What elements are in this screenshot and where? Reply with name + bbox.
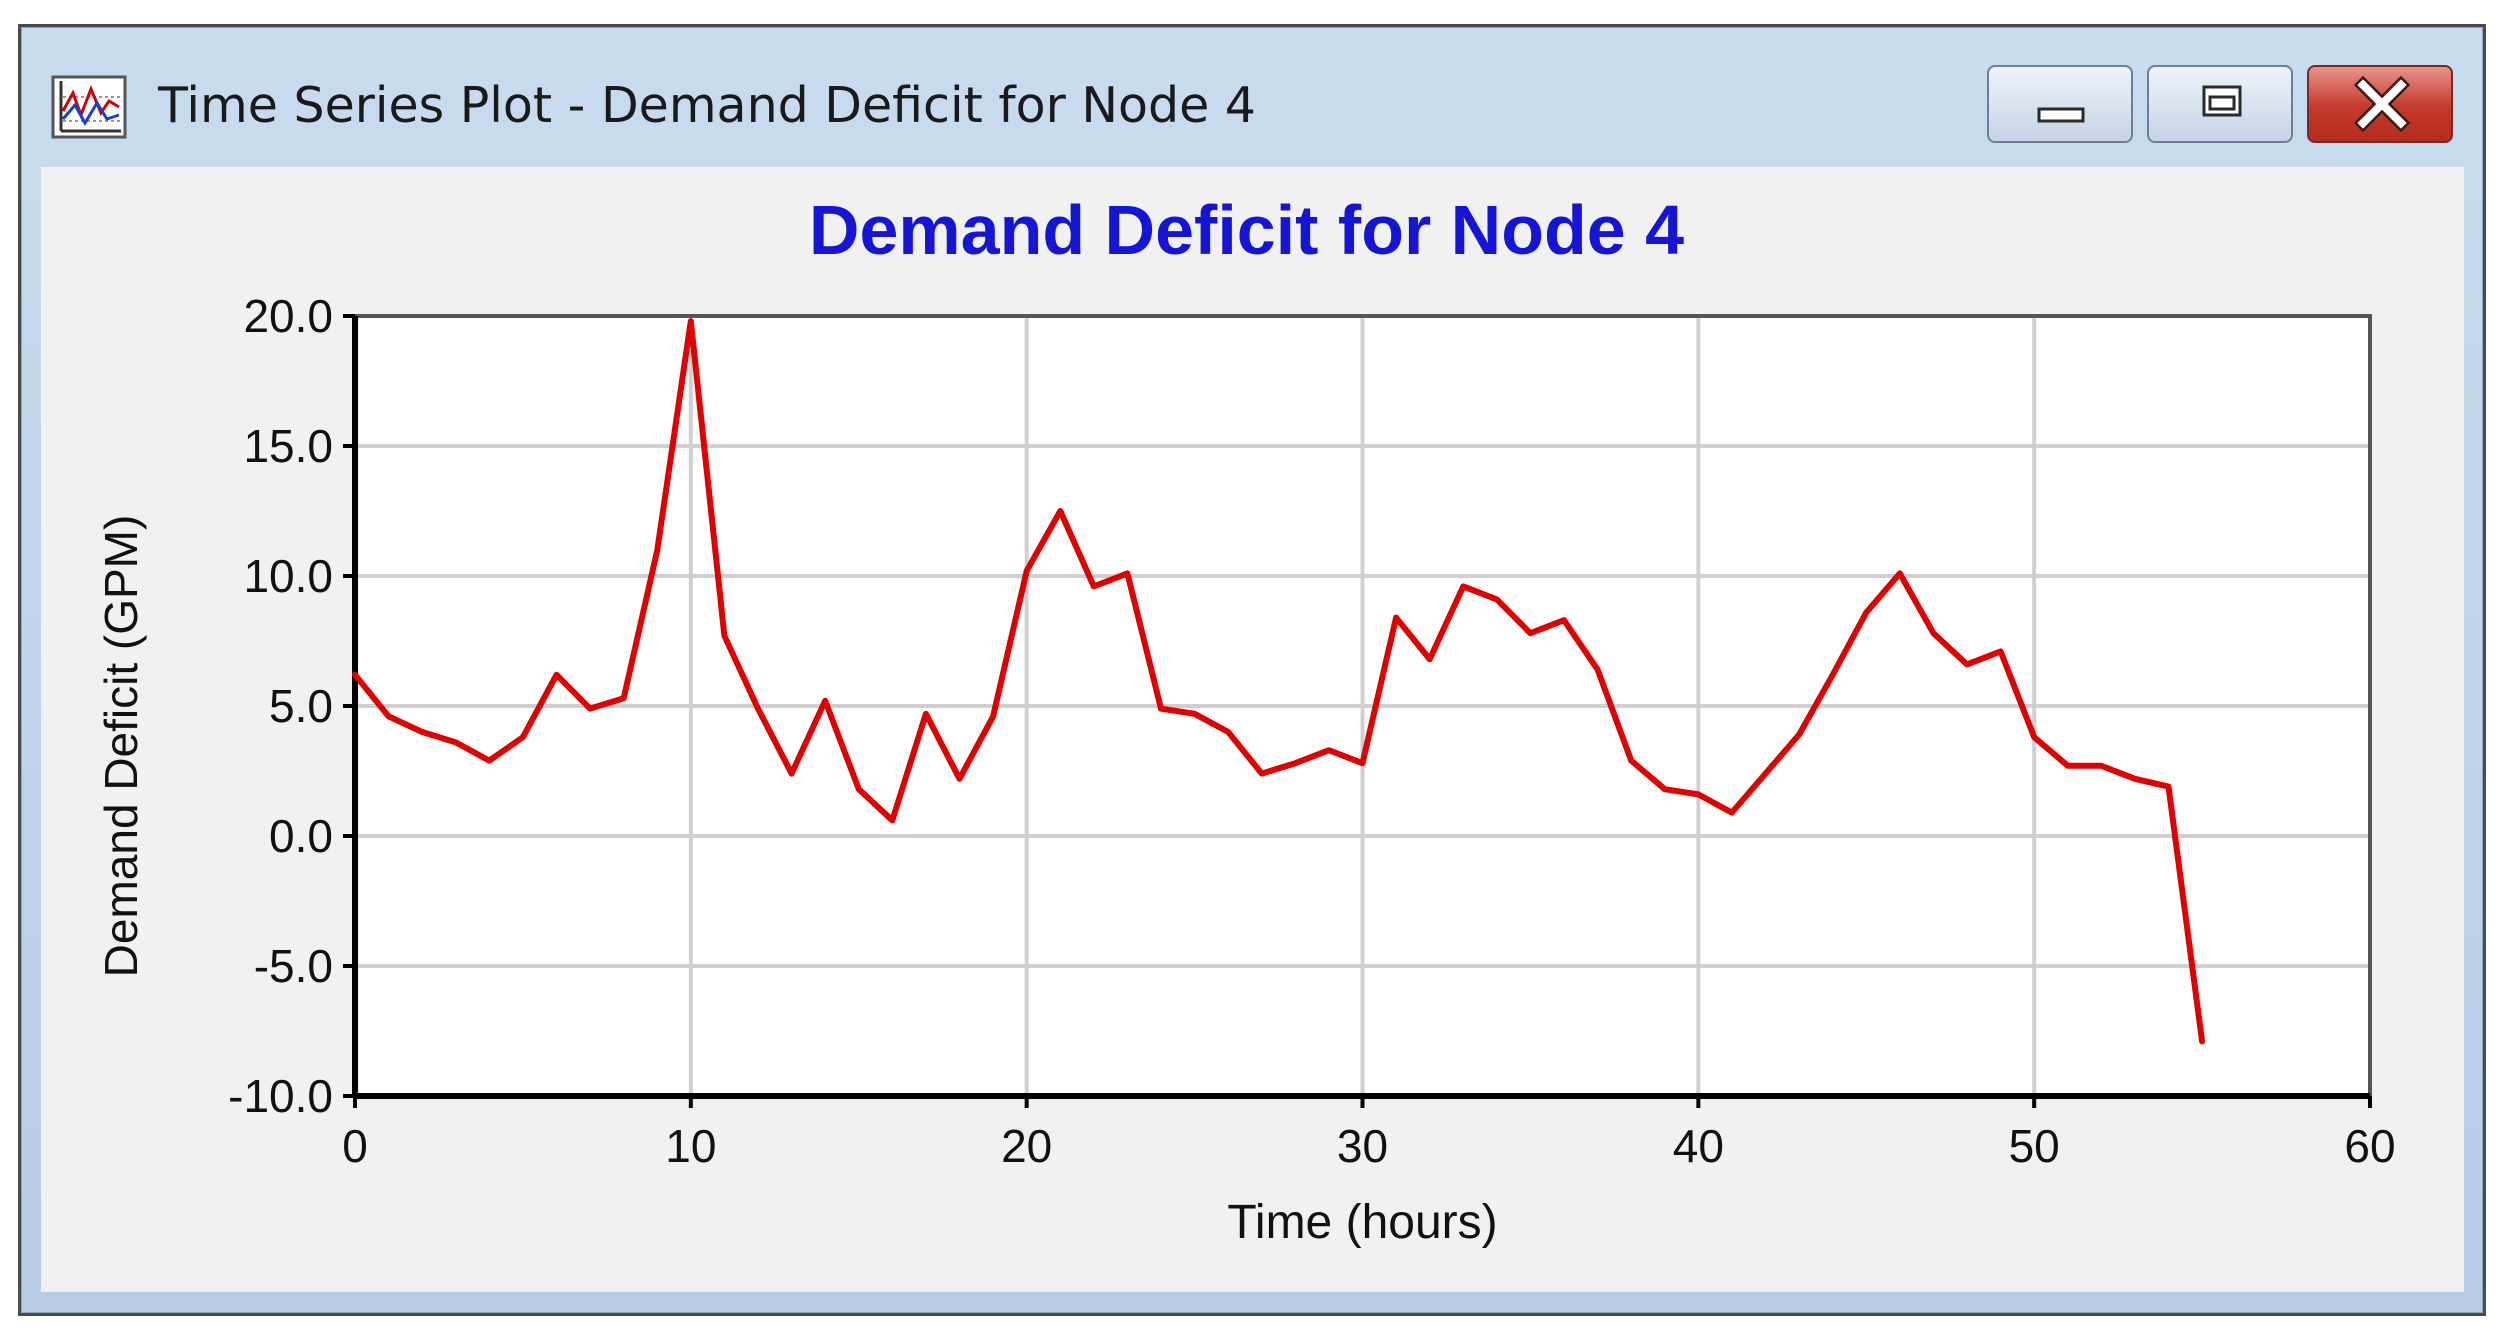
y-tick-label: 20.0 — [243, 290, 333, 342]
maximize-button[interactable] — [2147, 65, 2293, 143]
x-tick-label: 30 — [1337, 1120, 1388, 1172]
plot-area: 0 10 20 30 40 50 60 -10.0 -5.0 0.0 5.0 10.0 15.0 20.0… — [41, 167, 2464, 1292]
line-chart: 0 10 20 30 40 50 60 -10.0 -5.0 0.0 5.0 10.0 15.0 20.0… — [95, 191, 2396, 1249]
y-tick-label: 10.0 — [243, 550, 333, 602]
y-tick-label: 0.0 — [269, 810, 333, 862]
x-tick-label: 0 — [342, 1120, 368, 1172]
x-tick-label: 10 — [665, 1120, 716, 1172]
minimize-button[interactable] — [1987, 65, 2133, 143]
title-bar[interactable]: Time Series Plot - Demand Deficit for No… — [21, 27, 2483, 157]
y-tick-label: 5.0 — [269, 680, 333, 732]
series-line — [352, 318, 2206, 1045]
chart-title: Demand Deficit for Node 4 — [809, 191, 1684, 269]
x-tick-label: 60 — [2344, 1120, 2395, 1172]
minimize-icon — [2037, 107, 2085, 123]
x-tick-label: 50 — [2009, 1120, 2060, 1172]
y-tick-label: -5.0 — [254, 940, 333, 992]
close-icon — [2353, 75, 2411, 133]
close-button[interactable] — [2307, 65, 2453, 143]
y-tick-label: -10.0 — [228, 1070, 333, 1122]
y-tick-label: 15.0 — [243, 420, 333, 472]
time-series-plot-icon — [51, 75, 127, 139]
window-title: Time Series Plot - Demand Deficit for No… — [158, 77, 1256, 134]
y-axis-label: Demand Deficit (GPM) — [95, 515, 147, 978]
x-tick-label: 40 — [1673, 1120, 1724, 1172]
maximize-icon — [2202, 85, 2242, 117]
x-tick-label: 20 — [1001, 1120, 1052, 1172]
x-axis-label: Time (hours) — [1227, 1196, 1497, 1249]
plot-window: Time Series Plot - Demand Deficit for No… — [18, 24, 2486, 1316]
series-points — [354, 321, 2203, 1042]
